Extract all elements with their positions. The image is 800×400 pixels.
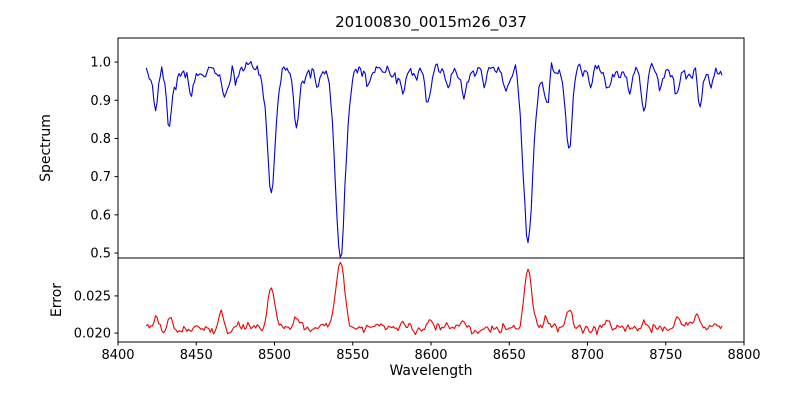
y-axis-label-spectrum: Spectrum (38, 114, 54, 182)
spectrum-ytick-label: 0.7 (90, 170, 111, 185)
spectrum-ytick-label: 0.6 (90, 208, 111, 223)
xtick-label: 8450 (180, 348, 213, 363)
xtick-label: 8400 (101, 348, 134, 363)
figure-title: 20100830_0015m26_037 (335, 13, 527, 31)
y-axis-label-error: Error (49, 282, 65, 318)
xtick-label: 8550 (336, 348, 369, 363)
error-ytick-label: 0.020 (74, 327, 111, 342)
xtick-label: 8750 (649, 348, 682, 363)
xtick-label: 8650 (493, 348, 526, 363)
spectrum-ytick-label: 1.0 (90, 56, 111, 71)
xtick-label: 8700 (571, 348, 604, 363)
spectrum-line (145, 60, 723, 258)
error-line (145, 261, 723, 336)
error-ytick-label: 0.025 (74, 289, 111, 304)
x-axis-label: Wavelength (389, 363, 473, 379)
spectrum-ytick-label: 0.5 (90, 247, 111, 262)
spectrum-panel-spine (117, 37, 745, 259)
xtick-label: 8500 (258, 348, 291, 363)
spectrum-ytick-label: 0.9 (90, 94, 111, 109)
spectrum-ytick-label: 0.8 (90, 132, 111, 147)
xtick-label: 8800 (727, 348, 760, 363)
xtick-label: 8600 (414, 348, 447, 363)
